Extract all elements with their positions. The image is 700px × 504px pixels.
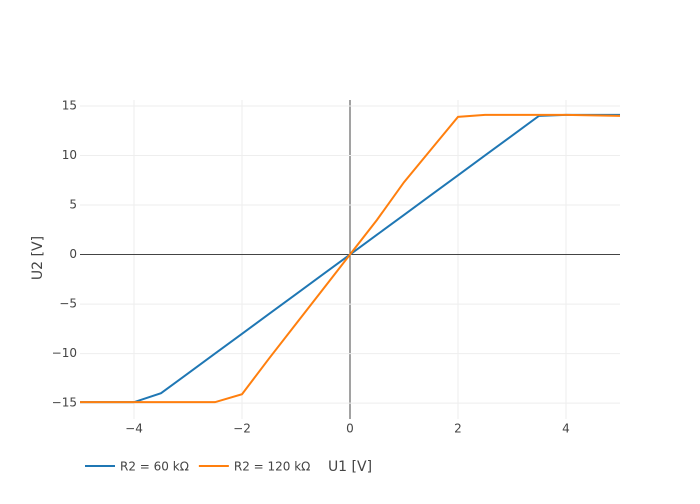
y-tick-label: 15 [62, 98, 77, 112]
y-tick-label: 5 [69, 198, 77, 212]
y-tick-label: −15 [52, 396, 77, 410]
x-tick-label: −2 [233, 422, 251, 436]
x-axis-title: U1 [V] [328, 459, 372, 475]
x-tick-label: −4 [125, 422, 143, 436]
y-tick-label: 0 [69, 247, 77, 261]
x-tick-label: 2 [454, 422, 462, 436]
x-tick-label: 4 [562, 422, 570, 436]
legend-label: R2 = 120 kΩ [234, 460, 311, 474]
y-axis-title: U2 [V] [30, 236, 46, 280]
x-tick-label: 0 [346, 422, 354, 436]
legend-label: R2 = 60 kΩ [120, 460, 189, 474]
y-tick-label: −5 [59, 297, 77, 311]
y-tick-label: −10 [52, 346, 77, 360]
series-line [80, 113, 621, 404]
y-tick-label: 10 [62, 148, 77, 162]
